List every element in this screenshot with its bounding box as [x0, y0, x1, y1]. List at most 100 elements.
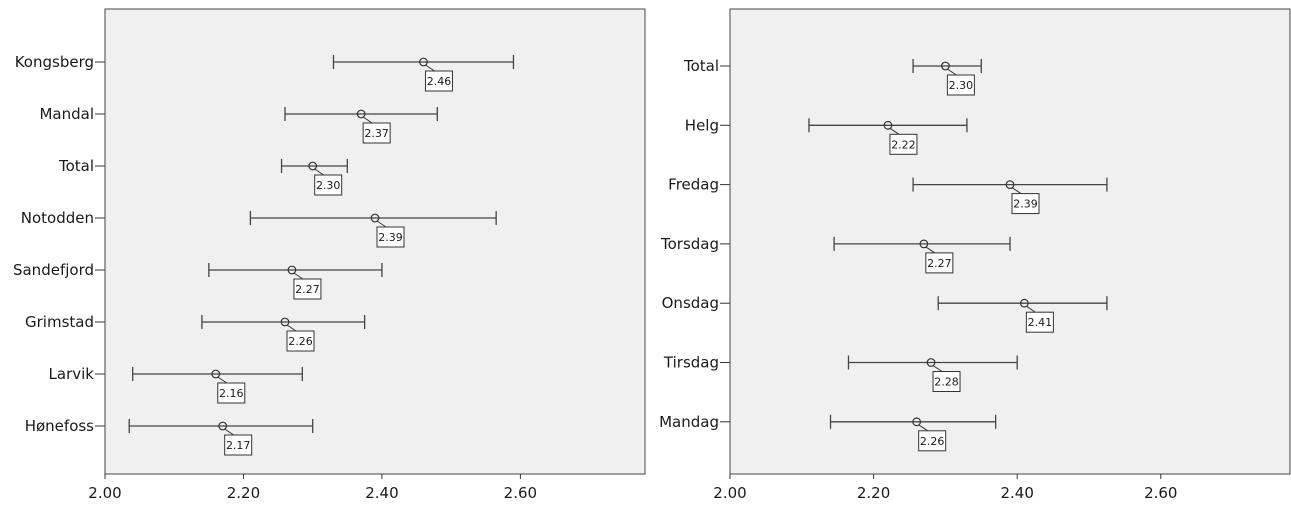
- mean-marker: [940, 61, 950, 71]
- row-total: Total 2.30: [58, 157, 348, 196]
- label-leader: [217, 376, 228, 384]
- value-label: 2.30: [316, 179, 341, 192]
- x-tick-label: 2.40: [1000, 484, 1033, 502]
- label-leader: [1026, 305, 1036, 313]
- value-label: 2.27: [927, 257, 952, 270]
- x-tick-label: 2.20: [227, 484, 260, 502]
- row-onsdag: Onsdag 2.41: [662, 294, 1108, 333]
- category-label: Kongsberg: [15, 53, 94, 71]
- row-notodden: Notodden 2.39: [21, 209, 497, 248]
- value-label-box: [1025, 311, 1054, 333]
- value-label: 2.26: [288, 335, 313, 348]
- value-label: 2.39: [378, 231, 403, 244]
- value-label-box: [286, 330, 315, 352]
- x-tick-label: 2.60: [504, 484, 537, 502]
- mean-marker: [308, 161, 318, 171]
- value-label-box: [889, 133, 918, 155]
- value-label-box: [946, 74, 975, 96]
- chart-panel-1: 2.00 2.20 2.40 2.60 Kongsberg 2.46 Mandal 2.37 T…: [13, 8, 646, 502]
- row-mandag: Mandag 2.26: [659, 413, 997, 452]
- value-label: 2.28: [934, 376, 959, 389]
- row-helg: Helg 2.22: [685, 116, 968, 155]
- row-kongsberg: Kongsberg 2.46: [15, 53, 515, 92]
- x-tick-label: 2.20: [857, 484, 890, 502]
- value-label: 2.46: [427, 75, 452, 88]
- chart-panel-2: 2.00 2.20 2.40 2.60 Total 2.30 Helg 2.22 Fredag 2…: [659, 8, 1291, 502]
- category-label: Fredag: [668, 176, 719, 194]
- mean-marker: [356, 109, 366, 119]
- label-leader: [918, 424, 928, 432]
- mean-marker: [211, 369, 221, 379]
- value-label-box: [314, 174, 343, 196]
- row-fredag: Fredag 2.39: [668, 176, 1108, 215]
- value-label-box: [224, 434, 253, 456]
- value-label-box: [362, 122, 391, 144]
- value-label: 2.30: [949, 79, 974, 92]
- row-mandal: Mandal 2.37: [39, 105, 438, 144]
- value-label: 2.39: [1013, 198, 1038, 211]
- category-label: Hønefoss: [25, 417, 94, 435]
- label-leader: [889, 127, 900, 135]
- label-leader: [376, 220, 387, 228]
- value-label-box: [424, 70, 453, 92]
- value-label: 2.22: [891, 138, 916, 151]
- label-leader: [947, 68, 957, 76]
- value-label-box: [293, 278, 322, 300]
- category-label: Total: [58, 157, 94, 175]
- mean-marker: [926, 358, 936, 367]
- row-grimstad: Grimstad 2.26: [25, 313, 366, 352]
- plot-area: [104, 8, 646, 475]
- row-total: Total 2.30: [683, 57, 982, 96]
- label-leader: [224, 428, 234, 436]
- category-label: Larvik: [49, 365, 95, 383]
- value-label: 2.27: [295, 283, 320, 296]
- value-label-box: [376, 226, 405, 248]
- category-label: Sandefjord: [13, 261, 94, 279]
- value-label: 2.17: [226, 439, 251, 452]
- label-leader: [314, 168, 324, 176]
- value-label-box: [1011, 193, 1040, 215]
- label-leader: [293, 272, 304, 280]
- value-label: 2.41: [1028, 316, 1053, 329]
- category-label: Onsdag: [662, 294, 719, 312]
- row-tirsdag: Tirsdag 2.28: [663, 354, 1018, 392]
- label-leader: [286, 324, 297, 332]
- mean-marker: [287, 265, 297, 275]
- x-tick-label: 2.00: [713, 484, 746, 502]
- category-label: Tirsdag: [663, 354, 719, 372]
- mean-marker: [1019, 298, 1029, 308]
- row-sandefjord: Sandefjord 2.27: [13, 261, 383, 300]
- row-torsdag: Torsdag 2.27: [660, 235, 1011, 274]
- category-label: Notodden: [21, 209, 94, 227]
- category-label: Helg: [685, 116, 719, 134]
- label-leader: [932, 365, 943, 372]
- label-leader: [425, 64, 435, 72]
- value-label-box: [925, 252, 954, 274]
- row-larvik: Larvik 2.16: [49, 365, 303, 404]
- label-leader: [925, 246, 936, 254]
- value-label: 2.16: [219, 387, 244, 400]
- mean-marker: [419, 57, 428, 67]
- label-leader: [362, 116, 373, 124]
- category-label: Mandag: [659, 413, 719, 431]
- category-label: Torsdag: [660, 235, 719, 253]
- mean-marker: [370, 213, 380, 223]
- value-label-box: [217, 382, 246, 404]
- x-tick-label: 2.40: [365, 484, 398, 502]
- value-label: 2.26: [920, 435, 945, 448]
- mean-marker: [218, 421, 228, 431]
- category-label: Mandal: [39, 105, 94, 123]
- mean-marker: [280, 317, 290, 327]
- mean-marker: [883, 120, 893, 130]
- mean-marker: [912, 417, 922, 427]
- mean-marker: [919, 239, 929, 249]
- value-label: 2.37: [364, 127, 389, 140]
- mean-marker: [1005, 180, 1015, 190]
- x-tick-label: 2.00: [88, 484, 121, 502]
- x-tick-label: 2.60: [1144, 484, 1177, 502]
- value-label-box: [932, 371, 961, 392]
- value-label-box: [918, 430, 947, 452]
- category-label: Grimstad: [25, 313, 94, 331]
